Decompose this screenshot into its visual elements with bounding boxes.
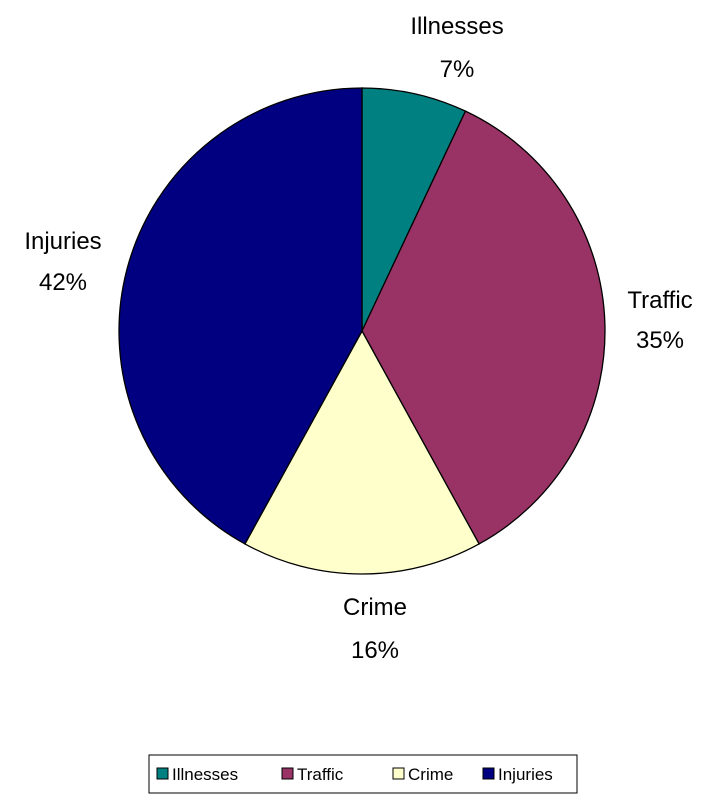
pie-slice-crime (244, 329, 480, 575)
slice-percent-traffic: 35% (636, 327, 684, 354)
legend-swatch-injuries (482, 767, 495, 780)
slice-label-crime: Crime (343, 594, 407, 621)
legend-swatch-illnesses (156, 767, 169, 780)
pie-slice-illnesses (361, 87, 467, 332)
legend-swatch-traffic (281, 767, 294, 780)
legend-label-crime: Crime (408, 765, 453, 784)
slice-percent-crime: 16% (351, 637, 399, 664)
slice-labels: Illnesses 7% Traffic 35% Crime 16% Injuries 42% (24, 13, 692, 664)
legend-label-illnesses: Illnesses (172, 765, 238, 784)
legend-box (148, 754, 578, 794)
legend-swatch-crime (392, 767, 405, 780)
legend-label-injuries: Injuries (498, 765, 553, 784)
pie-slices (118, 87, 606, 575)
slice-percent-injuries: 42% (39, 269, 87, 296)
slice-percent-illnesses: 7% (440, 56, 475, 83)
pie-slice-injuries (118, 87, 363, 545)
legend: Illnesses Traffic Crime Injuries (148, 754, 578, 794)
slice-label-traffic: Traffic (627, 287, 692, 314)
slice-label-illnesses: Illnesses (410, 13, 503, 40)
pie-slice-traffic (361, 110, 606, 545)
legend-label-traffic: Traffic (297, 765, 344, 784)
slice-label-injuries: Injuries (24, 228, 101, 255)
